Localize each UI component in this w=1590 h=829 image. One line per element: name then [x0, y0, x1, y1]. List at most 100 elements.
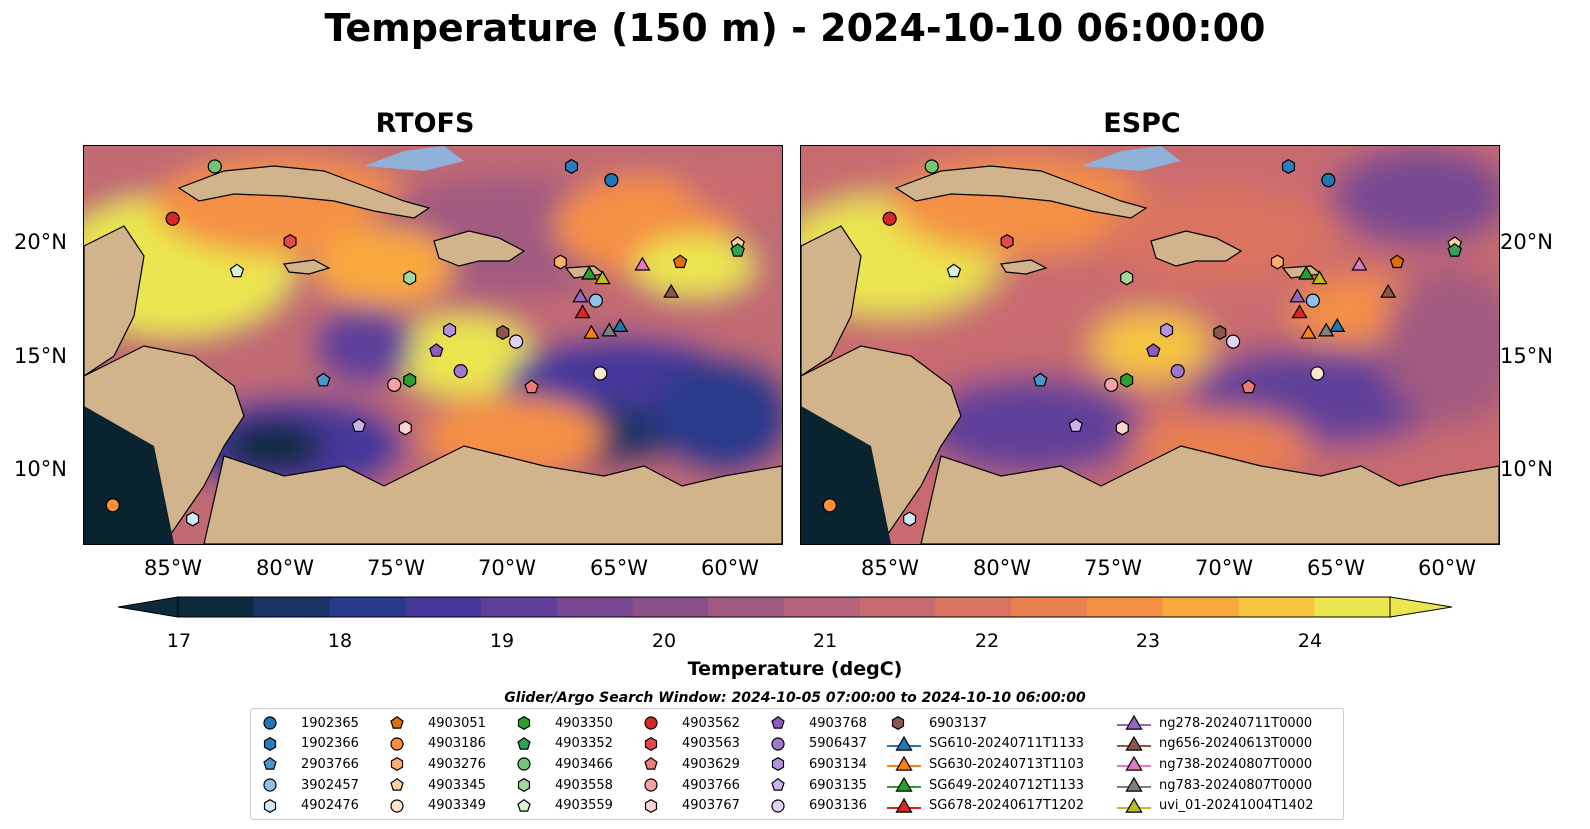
lat-label-15n-right: 15°N	[1500, 344, 1553, 368]
legend-marker-icon	[517, 798, 531, 812]
colorbar-segment	[405, 597, 482, 617]
legend-item: 6903134	[767, 754, 867, 775]
legend-item: 4903466	[513, 754, 613, 775]
marker-4903186	[105, 498, 120, 513]
colorbar-segment	[632, 597, 709, 617]
marker-4903349	[593, 366, 608, 381]
legend-marker-icon	[390, 737, 404, 751]
legend-item: 4903766	[640, 775, 740, 796]
legend-item: 6903137	[887, 713, 1084, 734]
colorbar-segment	[935, 597, 1012, 617]
marker-6903137	[496, 325, 510, 340]
legend-column: 1902365 1902366 2903766 3902457 4902476	[259, 713, 359, 816]
legend-item: ng738-20240807T0000	[1117, 754, 1313, 775]
legend-marker-icon	[644, 716, 658, 730]
legend-label: 4903345	[428, 777, 486, 793]
legend-label: 6903137	[929, 715, 987, 731]
legend-column: 4903051 4903186 4903276 4903345 4903349	[386, 713, 486, 816]
lon-label-70w-right: 70°W	[1195, 556, 1253, 580]
legend-item: 4903276	[386, 754, 486, 775]
marker-SG610-20240711T1133	[612, 318, 629, 332]
legend: 1902365 1902366 2903766 3902457 4902476 4903…	[250, 708, 1344, 820]
marker-4903349	[1310, 366, 1325, 381]
marker-ng278-20240711T0000	[1289, 288, 1306, 303]
marker-ng738-20240807T0000	[634, 256, 651, 271]
legend-label: 4903051	[428, 715, 486, 731]
legend-item: 4903562	[640, 713, 740, 734]
marker-ng738-20240807T0000	[1351, 256, 1368, 271]
legend-marker-icon	[263, 736, 277, 751]
legend-item: 5906437	[767, 734, 867, 755]
marker-4903768	[1146, 343, 1161, 357]
legend-item: ng278-20240711T0000	[1117, 713, 1313, 734]
marker-4903563	[283, 234, 297, 249]
marker-3902457	[588, 293, 603, 308]
marker-4903276	[553, 254, 567, 270]
colorbar-tick-20: 20	[651, 630, 677, 652]
legend-item: 4903350	[513, 713, 613, 734]
marker-6903134	[1160, 322, 1174, 338]
legend-item: 4903186	[386, 734, 486, 755]
legend-marker-icon	[390, 799, 404, 813]
colorbar-tick-23: 23	[1135, 630, 1161, 652]
marker-uvi_01-20241004T1402	[594, 270, 611, 285]
lon-label-85w-right: 85°W	[861, 556, 919, 580]
marker-4902476	[903, 511, 917, 527]
search-window-label: Glider/Argo Search Window: 2024-10-05 07…	[504, 690, 1086, 706]
lat-label-10n-right: 10°N	[1500, 457, 1553, 481]
legend-marker-icon	[887, 797, 921, 813]
legend-item: 2903766	[259, 754, 359, 775]
marker-6903135	[1068, 418, 1084, 432]
legend-item: SG630-20240713T1103	[887, 754, 1084, 775]
colorbar-label: Temperature (degC)	[687, 658, 903, 680]
marker-4903629	[524, 379, 539, 394]
marker-4903562	[882, 211, 897, 226]
lat-label-20n-left: 20°N	[14, 230, 67, 254]
lon-label-60w-right: 60°W	[1418, 556, 1476, 580]
lat-label-20n-right: 20°N	[1500, 230, 1553, 254]
colorbar	[118, 596, 1452, 618]
marker-4903276	[1270, 254, 1284, 270]
legend-label: SG649-20240712T1133	[929, 777, 1085, 793]
map-panel-espc[interactable]	[800, 145, 1500, 545]
legend-item: 1902366	[259, 734, 359, 755]
colorbar-segment	[784, 597, 861, 617]
marker-4903563	[1000, 234, 1014, 249]
legend-marker-icon	[263, 757, 277, 771]
colorbar-tick-19: 19	[489, 630, 515, 652]
observation-markers-espc	[822, 158, 1462, 527]
legend-marker-icon	[263, 798, 277, 813]
legend-item: 4903559	[513, 795, 613, 816]
colorbar-segment	[556, 597, 634, 617]
legend-label: 4903562	[682, 715, 740, 731]
marker-5906437	[1170, 364, 1185, 379]
lon-label-65w-right: 65°W	[1307, 556, 1365, 580]
marker-4903051	[672, 254, 688, 269]
lon-label-85w-left: 85°W	[144, 556, 202, 580]
marker-4903768	[429, 343, 444, 357]
map-panel-rtofs[interactable]	[83, 145, 783, 545]
marker-SG678-20240617T1202	[1291, 304, 1308, 319]
legend-item: 4903563	[640, 734, 740, 755]
colorbar-tick-22: 22	[974, 630, 1000, 652]
legend-label: 4903563	[682, 736, 740, 752]
legend-marker-icon	[644, 736, 658, 751]
marker-ng783-20240807T0000	[1318, 322, 1335, 337]
marker-2903766	[1033, 372, 1048, 387]
legend-label: 4903350	[555, 715, 613, 731]
legend-item: SG678-20240617T1202	[887, 795, 1084, 816]
legend-item: 1902365	[259, 713, 359, 734]
marker-4903186	[822, 498, 837, 513]
legend-marker-icon	[771, 757, 785, 772]
marker-4903559	[229, 263, 245, 278]
legend-item: 4902476	[259, 795, 359, 816]
marker-3902457	[1305, 293, 1320, 308]
legend-marker-icon	[887, 756, 921, 772]
marker-6903134	[443, 322, 457, 338]
marker-SG649-20240712T1133	[581, 265, 598, 280]
legend-marker-icon	[891, 716, 905, 731]
legend-item: ng656-20240613T0000	[1117, 734, 1313, 755]
marker-4903350	[1120, 372, 1134, 388]
marker-4903558	[1120, 270, 1134, 286]
legend-item: 6903136	[767, 795, 867, 816]
